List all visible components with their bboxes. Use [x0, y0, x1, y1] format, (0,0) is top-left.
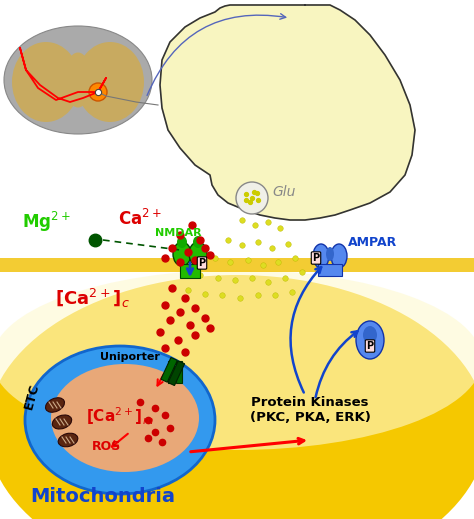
Ellipse shape [51, 364, 199, 472]
Ellipse shape [326, 247, 334, 261]
Ellipse shape [12, 42, 80, 122]
FancyBboxPatch shape [168, 361, 184, 386]
Ellipse shape [193, 236, 203, 248]
Text: ETC: ETC [22, 383, 41, 411]
Ellipse shape [46, 398, 64, 412]
Text: P: P [312, 253, 319, 263]
Text: P: P [199, 258, 206, 268]
Ellipse shape [313, 244, 329, 268]
Ellipse shape [0, 275, 474, 519]
Text: NMDAR: NMDAR [155, 228, 201, 238]
Ellipse shape [189, 242, 207, 266]
Ellipse shape [64, 52, 92, 107]
Ellipse shape [173, 242, 191, 266]
Text: P: P [366, 341, 374, 351]
Bar [318, 264, 342, 276]
Text: Mitochondria: Mitochondria [30, 487, 175, 506]
Ellipse shape [58, 433, 78, 447]
Bar [180, 264, 200, 278]
FancyBboxPatch shape [176, 361, 182, 383]
Text: ROS: ROS [92, 440, 121, 453]
Bar [0, 258, 474, 272]
Ellipse shape [4, 26, 152, 134]
FancyBboxPatch shape [161, 358, 177, 382]
Ellipse shape [52, 415, 72, 429]
FancyBboxPatch shape [168, 361, 174, 383]
Text: Ca$^{2+}$: Ca$^{2+}$ [118, 209, 162, 229]
Circle shape [236, 182, 268, 214]
Ellipse shape [25, 346, 215, 494]
Polygon shape [160, 5, 415, 220]
Text: Uniporter: Uniporter [100, 352, 160, 362]
Ellipse shape [356, 321, 384, 359]
Text: [Ca$^{2+}$]$_c$: [Ca$^{2+}$]$_c$ [55, 287, 130, 310]
Text: Glu: Glu [272, 185, 295, 199]
Text: [Ca$^{2+}$]$_m$: [Ca$^{2+}$]$_m$ [86, 405, 154, 427]
Ellipse shape [177, 236, 187, 248]
Ellipse shape [76, 42, 144, 122]
Ellipse shape [363, 326, 377, 344]
Text: AMPAR: AMPAR [348, 236, 397, 249]
Ellipse shape [331, 244, 347, 268]
Text: Mg$^{2+}$: Mg$^{2+}$ [22, 210, 71, 234]
Ellipse shape [0, 270, 474, 450]
Circle shape [89, 83, 107, 101]
Text: Protein Kinases
(PKC, PKA, ERK): Protein Kinases (PKC, PKA, ERK) [250, 396, 371, 424]
